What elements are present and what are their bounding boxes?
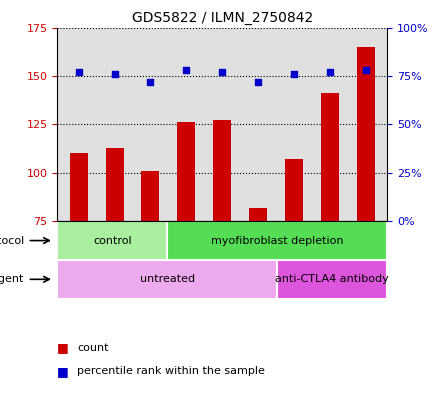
Bar xyxy=(106,148,124,221)
Bar xyxy=(177,122,195,221)
Bar xyxy=(142,171,159,221)
Point xyxy=(75,69,82,75)
Text: untreated: untreated xyxy=(139,274,195,284)
Bar xyxy=(57,221,167,260)
Point xyxy=(219,69,226,75)
Bar xyxy=(167,221,387,260)
Point xyxy=(147,79,154,85)
Text: control: control xyxy=(93,235,132,246)
Point xyxy=(362,67,369,73)
Bar xyxy=(277,260,387,299)
Text: ■: ■ xyxy=(57,365,69,378)
Point xyxy=(255,79,262,85)
Text: myofibroblast depletion: myofibroblast depletion xyxy=(211,235,344,246)
Bar xyxy=(357,47,374,221)
Text: count: count xyxy=(77,343,109,353)
Text: anti-CTLA4 antibody: anti-CTLA4 antibody xyxy=(275,274,389,284)
Point xyxy=(326,69,334,75)
Point xyxy=(290,71,297,77)
Point xyxy=(183,67,190,73)
Bar xyxy=(285,159,303,221)
Title: GDS5822 / ILMN_2750842: GDS5822 / ILMN_2750842 xyxy=(132,11,313,25)
Point xyxy=(111,71,118,77)
Text: percentile rank within the sample: percentile rank within the sample xyxy=(77,366,265,376)
Bar xyxy=(321,94,339,221)
Bar xyxy=(213,121,231,221)
Text: protocol: protocol xyxy=(0,235,24,246)
Text: agent: agent xyxy=(0,274,24,284)
Bar xyxy=(57,260,277,299)
Bar xyxy=(249,208,267,221)
Bar xyxy=(70,153,88,221)
Text: ■: ■ xyxy=(57,341,69,354)
